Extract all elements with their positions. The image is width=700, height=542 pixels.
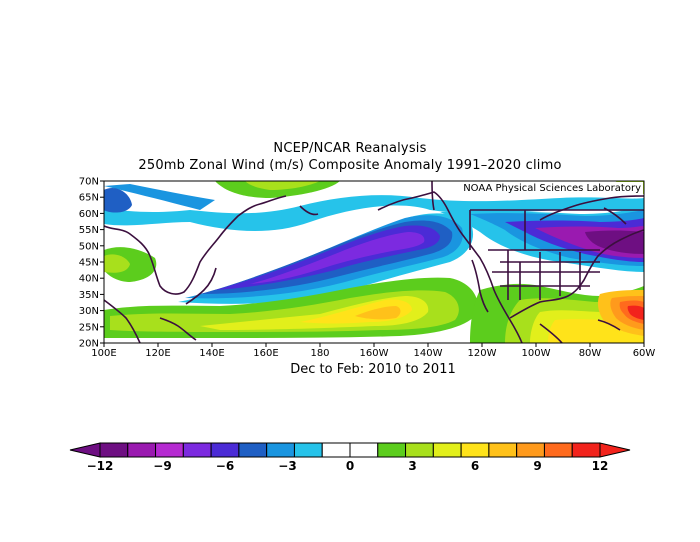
colorbar-right-arrow: [599, 442, 631, 458]
colorbar-swatch: [238, 442, 268, 458]
lat-tick-label: 40N: [79, 274, 99, 285]
colorbar-swatch: [432, 442, 462, 458]
colorbar-swatch: [266, 442, 295, 458]
date-range-caption: Dec to Feb: 2010 to 2011: [290, 362, 456, 377]
colorbar-label: 0: [346, 459, 354, 473]
colorbar-swatch: [210, 442, 240, 458]
colorbar-swatch: [377, 442, 407, 458]
colorbar: −12 −9 −6 −3 0 3 6 9 12: [69, 442, 631, 473]
colorbar-swatch: [155, 442, 184, 458]
colorbar-swatch: [293, 442, 323, 458]
lat-tick-label: 55N: [79, 225, 99, 236]
lon-tick-label: 140E: [199, 348, 224, 359]
colorbar-swatch: [127, 442, 157, 458]
colorbar-label: 3: [408, 459, 416, 473]
lon-tick-label: 120E: [145, 348, 170, 359]
lat-tick-label: 30N: [79, 306, 99, 317]
colorbar-label: −12: [87, 459, 114, 473]
colorbar-swatch: [543, 442, 573, 458]
colorbar-swatch: [182, 442, 212, 458]
lon-tick-label: 80W: [579, 348, 602, 359]
lat-tick-label: 60N: [79, 209, 99, 220]
lat-tick-label: 35N: [79, 290, 99, 301]
lon-tick-label: 180: [310, 348, 329, 359]
lat-tick-label: 20N: [79, 339, 99, 350]
colorbar-swatch: [460, 442, 490, 458]
anomaly-field: [104, 181, 644, 343]
colorbar-label: 12: [592, 459, 609, 473]
colorbar-swatch: [349, 442, 379, 458]
colorbar-swatch: [571, 442, 601, 458]
lat-tick-label: 65N: [79, 193, 99, 204]
title-line-2: 250mb Zonal Wind (m/s) Composite Anomaly…: [138, 158, 562, 173]
lon-tick-label: 100W: [522, 348, 551, 359]
lon-tick-label: 60W: [633, 348, 656, 359]
colorbar-label: 6: [471, 459, 479, 473]
lon-tick-label: 160E: [253, 348, 278, 359]
credit-box: [459, 182, 643, 194]
lat-tick-label: 45N: [79, 258, 99, 269]
colorbar-swatch: [321, 442, 351, 458]
longitude-axis: 100E 120E 140E 160E 180 160W 140W 120W 100W 80W 60…: [91, 343, 655, 359]
latitude-axis: 70N 65N 60N 55N 50N 45N 40N 35N 30N 25N 20N: [79, 177, 104, 350]
colorbar-swatch: [99, 442, 129, 458]
colorbar-label: −9: [153, 459, 171, 473]
lat-tick-label: 50N: [79, 241, 99, 252]
colorbar-label: 9: [533, 459, 541, 473]
lon-tick-label: 160W: [360, 348, 389, 359]
lon-tick-label: 120W: [468, 348, 497, 359]
credit-text: NOAA Physical Sciences Laboratory: [463, 183, 641, 194]
colorbar-label: −3: [278, 459, 296, 473]
lon-tick-label: 100E: [91, 348, 116, 359]
lon-tick-label: 140W: [414, 348, 443, 359]
lat-tick-label: 25N: [79, 322, 99, 333]
colorbar-swatch: [405, 442, 434, 458]
title-line-1: NCEP/NCAR Reanalysis: [273, 141, 427, 156]
colorbar-label: −6: [216, 459, 234, 473]
colorbar-left-arrow: [69, 442, 101, 458]
colorbar-swatch: [488, 442, 518, 458]
lat-tick-label: 70N: [79, 177, 99, 188]
colorbar-swatch: [516, 442, 545, 458]
